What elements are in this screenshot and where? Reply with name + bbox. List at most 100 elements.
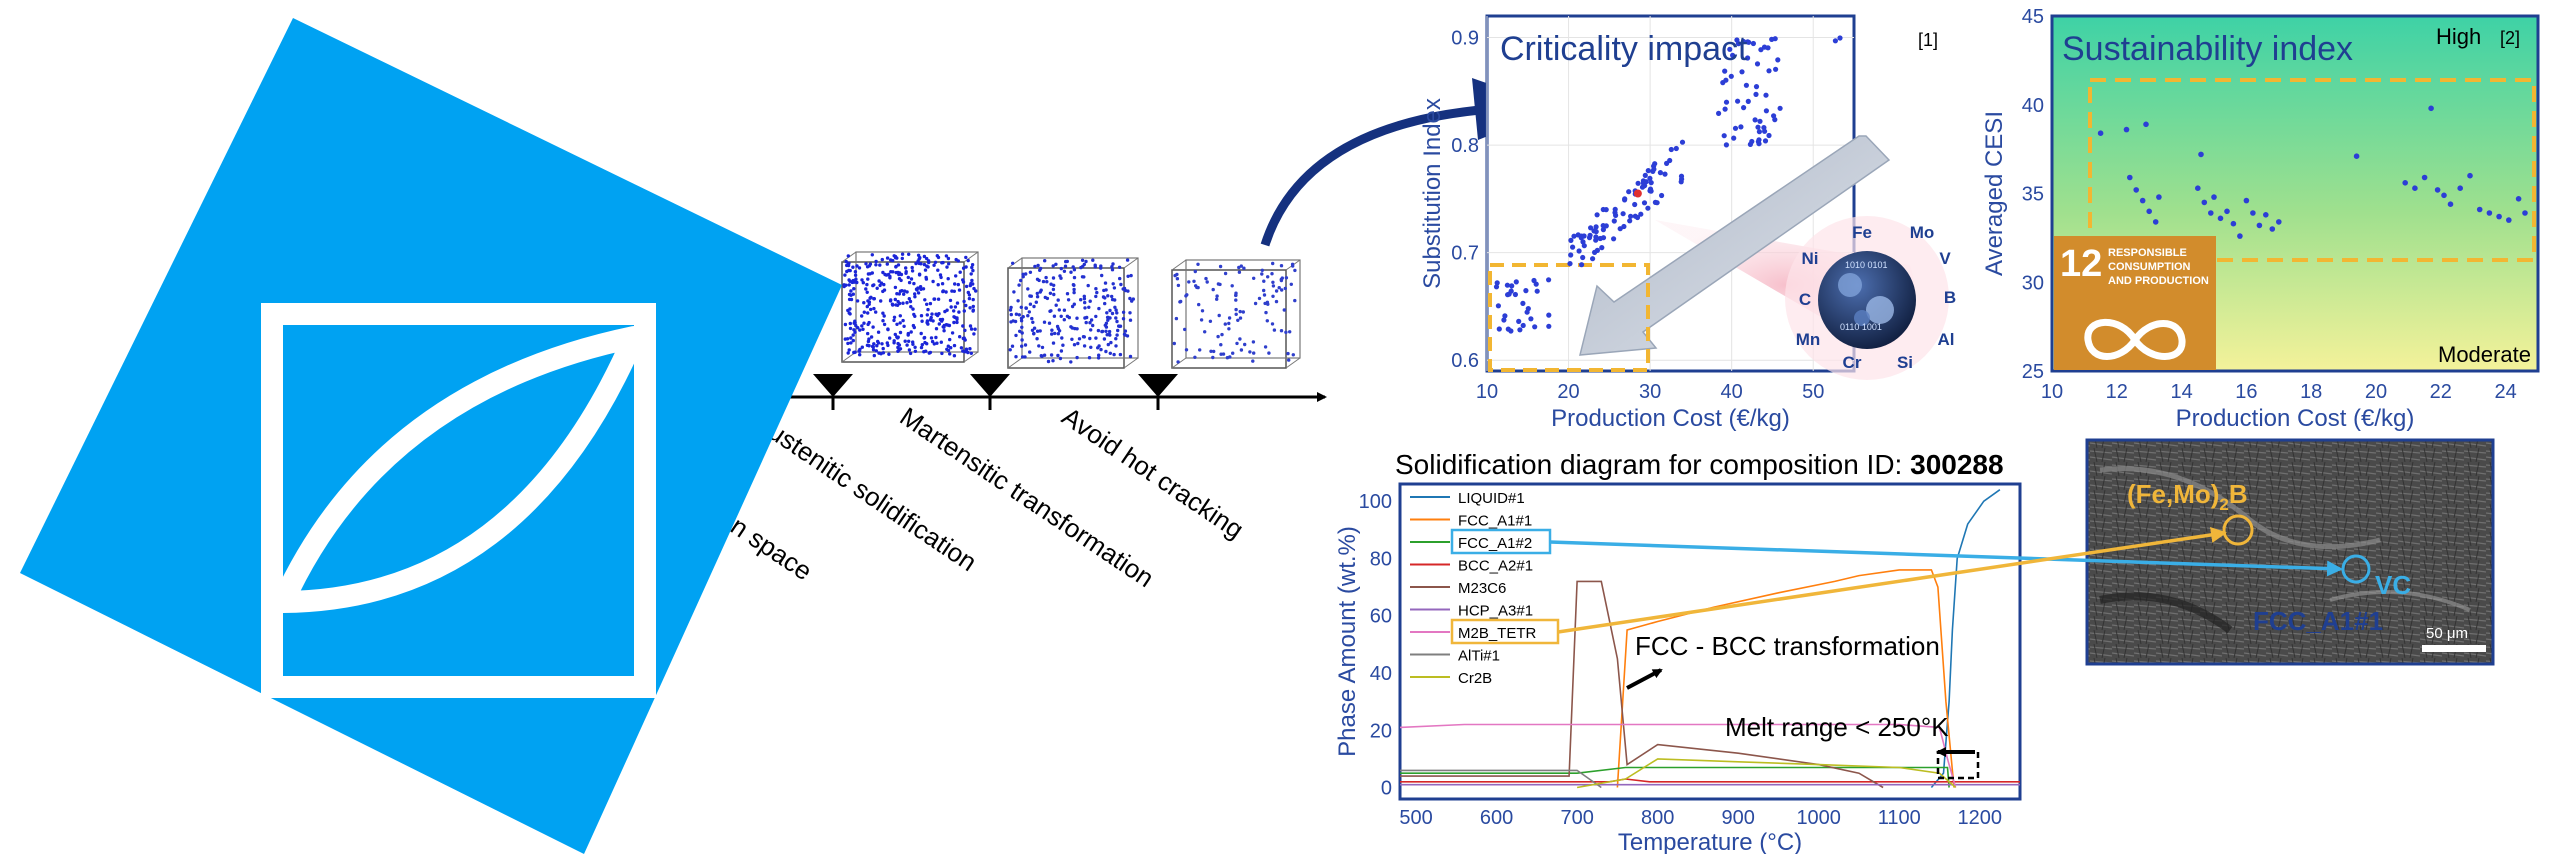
atom-dot [846,341,850,346]
atom-dot [925,302,929,306]
atom-dot [1216,282,1221,286]
atom-dot [1034,300,1039,304]
atom-dot [1117,265,1122,269]
atom-dot [862,301,866,305]
atom-dot [898,321,902,325]
atom-dot [1043,295,1048,300]
atom-dot [1051,287,1056,292]
atom-dot [1054,303,1058,307]
atom-dot [862,310,866,314]
atom-dot [932,297,937,301]
criticality-point [1495,303,1501,309]
atom-dot [1271,261,1275,266]
atom-dot [847,311,851,315]
atom-dot [918,285,923,289]
atom-dot [1106,318,1110,322]
criticality-point [1638,211,1644,217]
atom-dot [881,351,886,355]
atom-dot [1081,335,1086,339]
atom-dot [896,349,900,353]
criticality-point [1580,239,1586,245]
atom-dot [1118,324,1123,328]
atom-dot [1060,336,1064,340]
atom-dot [920,343,924,347]
atom-dot [959,346,964,350]
atom-dot [914,261,918,266]
atom-dot [1096,346,1100,350]
atom-dot [970,265,974,270]
criticality-point [1647,175,1653,181]
legend-label: M2B_TETR [1458,625,1537,642]
criticality-point [1494,280,1500,286]
atom-dot [1123,333,1128,337]
atom-dot [907,280,912,285]
criticality-point [1740,38,1747,45]
criticality-point [1745,98,1751,104]
connector-fcc-to-vc [1549,540,2343,577]
element-label: Si [1897,353,1913,372]
sustainability-point [2156,194,2162,200]
atom-dot [846,308,850,313]
atom-dot [884,273,889,277]
atom-dot [1104,349,1108,354]
atom-dot [1119,282,1123,287]
atom-dot [843,273,847,277]
criticality-point [1612,206,1618,212]
atom-dot [969,272,973,276]
atom-dot [1088,299,1092,303]
atom-dot [872,297,876,301]
criticality-point [1593,229,1599,235]
atom-dot [882,322,887,327]
atom-dot [1063,264,1068,268]
element-label: C [1799,290,1811,309]
atom-dot [1271,294,1275,298]
atom-dot [1021,315,1025,319]
atom-dot [857,266,862,270]
atom-dot [1128,296,1132,301]
atom-dot [1203,330,1207,334]
criticality-point [1525,306,1531,312]
atom-dot [1095,290,1099,295]
sustainability-moderate-label: Moderate [2438,342,2531,367]
atom-dot [946,344,950,348]
timeline-marker [970,374,1010,397]
atom-dot [916,253,921,257]
sustainability-point [2457,185,2463,191]
criticality-point [1502,313,1508,319]
atom-dot [898,330,903,335]
atom-dot [894,265,898,269]
atom-dot [1283,286,1288,291]
criticality-ytick: 0.7 [1451,243,1479,265]
atom-dot [930,339,935,344]
criticality-point [1508,288,1514,294]
criticality-point [1679,139,1686,145]
atom-dot [903,289,907,293]
sustainability-point [2146,208,2152,215]
atom-dot [1042,320,1047,324]
atom-dot [852,287,856,291]
atom-dot [1058,356,1063,361]
atom-dot [885,262,889,266]
step-label-martensitic: Martensitic transformation [895,401,1160,593]
atom-dot [940,351,944,356]
atom-cube-dense [841,251,979,363]
criticality-point [1755,124,1761,130]
atom-dot [897,292,901,296]
atom-dot [908,299,913,304]
atom-dot [904,270,908,274]
fcc-bcc-annotation: FCC - BCC transformation [1626,631,1940,690]
criticality-point [1668,146,1674,153]
atom-dot [916,291,921,295]
sdg-line-3: AND PRODUCTION [2108,275,2209,287]
atom-dot [1107,329,1112,334]
atom-dot [1082,297,1087,301]
atom-dot [944,290,948,294]
atom-dot [1062,269,1067,273]
solidification-ytick: 60 [1370,606,1392,628]
atom-dot [848,326,853,331]
atom-dot [1187,280,1191,284]
sustainability-point [2412,185,2418,191]
sustainability-point [2263,212,2269,218]
atom-dot [1109,340,1113,345]
atom-dot [922,336,926,340]
